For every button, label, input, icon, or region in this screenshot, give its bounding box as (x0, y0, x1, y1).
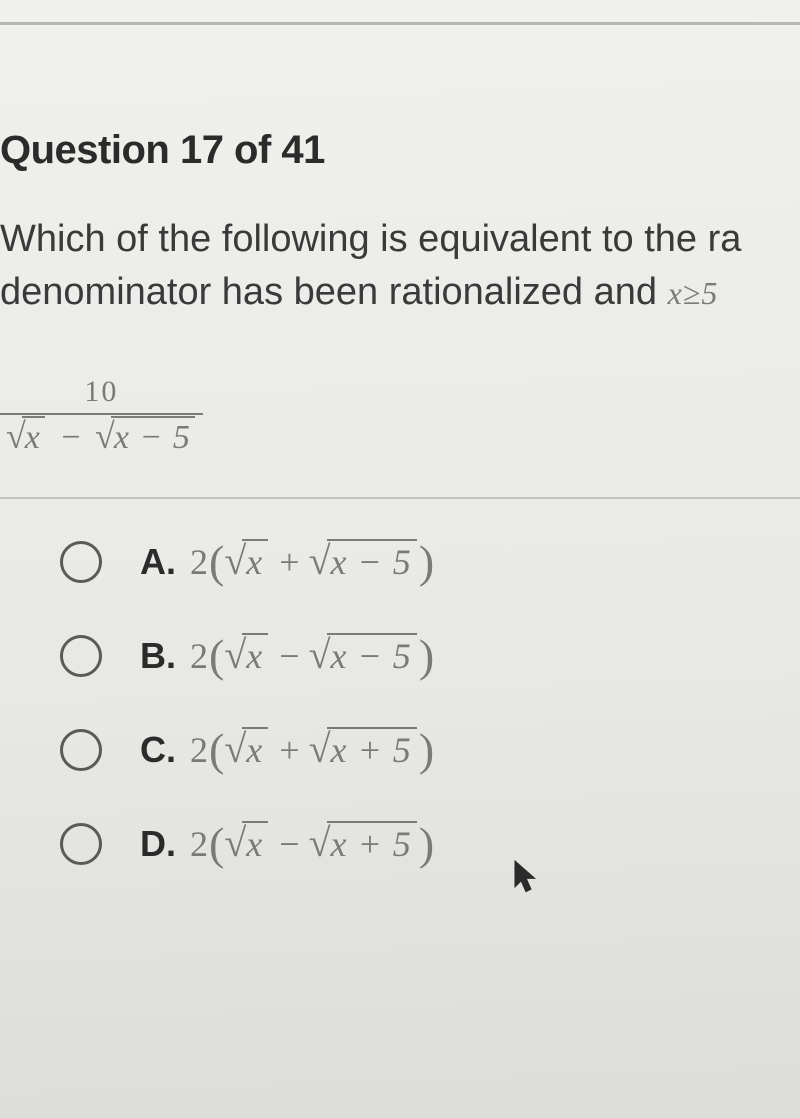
denominator: √x − √x − 5 (0, 415, 203, 457)
choice-a-expr: 2(√x + √x − 5) (190, 541, 434, 583)
radio-d[interactable] (60, 823, 102, 865)
minus-op: − (55, 419, 86, 456)
question-condition: x≥5 (668, 275, 719, 311)
section-divider (0, 497, 800, 499)
choice-d-expr: 2(√x − √x + 5) (190, 823, 434, 865)
sqrt-right: √x − 5 (95, 419, 197, 457)
choice-c-expr: 2(√x + √x + 5) (190, 729, 434, 771)
choice-a-letter: A. (140, 541, 180, 583)
choice-c[interactable]: C. 2(√x + √x + 5) (60, 729, 800, 771)
fraction: 10 √x − √x − 5 (0, 375, 203, 457)
question-counter: Question 17 of 41 (0, 128, 800, 173)
question-line-2: denominator has been rationalized and x≥… (0, 266, 800, 319)
radio-a[interactable] (60, 541, 102, 583)
choice-a[interactable]: A. 2(√x + √x − 5) (60, 541, 800, 583)
radio-c[interactable] (60, 729, 102, 771)
choice-d[interactable]: D. 2(√x − √x + 5) (60, 823, 800, 865)
question-stem: Which of the following is equivalent to … (0, 213, 800, 319)
question-line-1: Which of the following is equivalent to … (0, 213, 800, 266)
choice-b[interactable]: B. 2(√x − √x − 5) (60, 635, 800, 677)
choice-c-letter: C. (140, 729, 180, 771)
sqrt-left: √x (6, 419, 47, 457)
given-expression: 10 √x − √x − 5 (0, 375, 800, 457)
numerator: 10 (0, 375, 203, 415)
question-line-2-prefix: denominator has been rationalized and (0, 271, 668, 313)
answer-choices: A. 2(√x + √x − 5) B. 2(√x − √x − 5) C. 2… (0, 541, 800, 865)
choice-b-letter: B. (140, 635, 180, 677)
choice-d-letter: D. (140, 823, 180, 865)
window-top-divider (0, 22, 800, 25)
radio-b[interactable] (60, 635, 102, 677)
quiz-viewport: Question 17 of 41 Which of the following… (0, 0, 800, 1118)
choice-b-expr: 2(√x − √x − 5) (190, 635, 434, 677)
